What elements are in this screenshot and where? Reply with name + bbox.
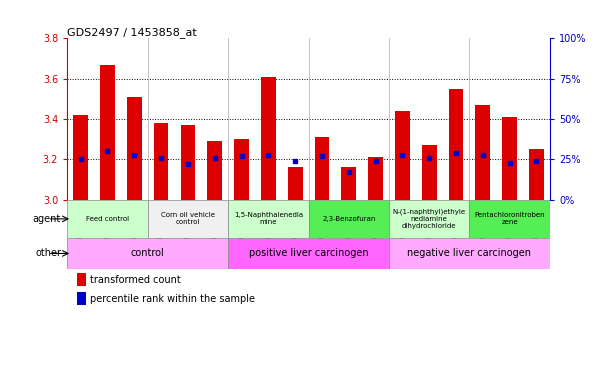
Bar — [389, 238, 550, 269]
Bar — [389, 200, 469, 238]
Bar — [234, 139, 249, 200]
Text: N-(1-naphthyl)ethyle
nediamine
dihydrochloride: N-(1-naphthyl)ethyle nediamine dihydroch… — [393, 209, 466, 229]
Bar — [288, 167, 302, 200]
Text: Corn oil vehicle
control: Corn oil vehicle control — [161, 212, 215, 225]
Bar — [154, 123, 169, 200]
Text: 2,3-Benzofuran: 2,3-Benzofuran — [322, 216, 376, 222]
Bar — [342, 167, 356, 200]
Bar — [67, 200, 148, 238]
Bar — [67, 238, 228, 269]
Bar — [77, 292, 86, 305]
Text: GDS2497 / 1453858_at: GDS2497 / 1453858_at — [67, 28, 197, 38]
Text: Pentachloronitroben
zene: Pentachloronitroben zene — [474, 212, 545, 225]
Bar — [207, 141, 222, 200]
Bar — [315, 137, 329, 200]
Text: agent: agent — [33, 214, 61, 224]
Bar — [228, 238, 389, 269]
Bar — [73, 115, 88, 200]
Bar — [502, 117, 517, 200]
Bar — [475, 105, 490, 200]
Text: positive liver carcinogen: positive liver carcinogen — [249, 248, 368, 258]
Bar — [395, 111, 410, 200]
Bar — [228, 200, 309, 238]
Bar — [148, 200, 228, 238]
Text: negative liver carcinogen: negative liver carcinogen — [408, 248, 532, 258]
Text: other: other — [35, 248, 61, 258]
Text: control: control — [131, 248, 164, 258]
Bar — [469, 200, 550, 238]
Bar — [261, 77, 276, 200]
Bar — [100, 65, 115, 200]
Text: percentile rank within the sample: percentile rank within the sample — [90, 294, 255, 304]
Text: Feed control: Feed control — [86, 216, 129, 222]
Text: 1,5-Naphthalenedia
mine: 1,5-Naphthalenedia mine — [234, 212, 303, 225]
Bar — [448, 89, 463, 200]
Bar — [127, 97, 142, 200]
Bar — [422, 145, 437, 200]
Bar — [180, 125, 196, 200]
Bar — [77, 273, 86, 286]
Text: transformed count: transformed count — [90, 275, 181, 285]
Bar — [529, 149, 544, 200]
Bar — [368, 157, 383, 200]
Bar — [309, 200, 389, 238]
